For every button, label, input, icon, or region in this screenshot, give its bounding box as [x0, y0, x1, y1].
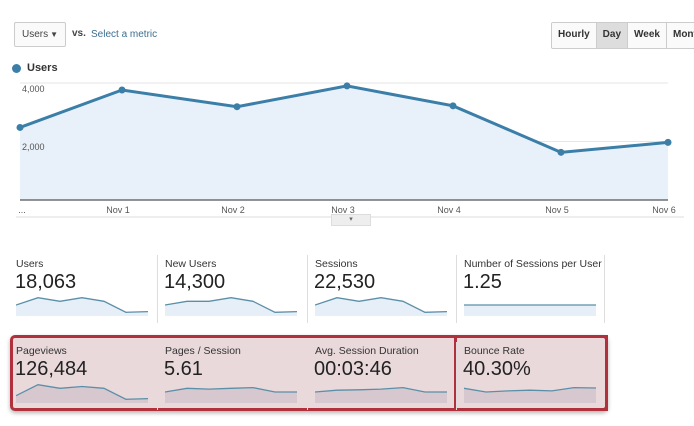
sparkline-line — [315, 297, 448, 313]
card-divider — [157, 255, 158, 323]
sparkline-area — [464, 305, 596, 316]
card-divider — [307, 255, 308, 323]
x-tick-label: ... — [18, 205, 26, 215]
legend-label: Users — [27, 62, 58, 74]
sparkline-line — [165, 386, 297, 393]
sparkline-line — [315, 386, 447, 393]
x-tick-label: Nov 5 — [545, 205, 569, 215]
card-divider — [604, 255, 605, 323]
scorecard-label: Pages / Session — [165, 345, 241, 357]
expand-chart-toggle[interactable]: ▾ — [331, 214, 371, 226]
chart-legend: Users — [12, 62, 58, 74]
sparkline-area — [165, 387, 297, 403]
scorecard-value: 18,063 — [15, 271, 77, 293]
data-point[interactable] — [343, 82, 351, 90]
x-tick-label: Nov 4 — [437, 205, 461, 215]
scorecard[interactable]: Avg. Session Duration 00:03:46 — [313, 345, 453, 415]
scorecard[interactable]: Bounce Rate 40.30% — [462, 345, 602, 415]
select-metric-link[interactable]: Select a metric — [91, 29, 158, 40]
sparkline-line — [464, 386, 597, 393]
scorecard[interactable]: New Users 14,300 — [163, 258, 303, 328]
users-chart — [16, 82, 684, 218]
scorecard[interactable]: Number of Sessions per User 1.25 — [462, 258, 602, 328]
scorecard-sparkline — [464, 386, 597, 403]
scorecard-label: Users — [16, 258, 44, 270]
week-button[interactable]: Week — [627, 23, 666, 48]
scorecard-value: 40.30% — [463, 358, 531, 380]
scorecard-value: 1.25 — [463, 271, 502, 293]
card-divider — [456, 255, 457, 323]
legend-dot-icon — [12, 63, 21, 73]
scorecard[interactable]: Sessions 22,530 — [313, 258, 453, 328]
data-point[interactable] — [233, 103, 241, 111]
scorecard[interactable]: Pages / Session 5.61 — [163, 345, 303, 415]
scorecard-sparkline — [16, 297, 149, 316]
scorecard-value: 00:03:46 — [314, 358, 392, 380]
x-tick-label: Nov 6 — [652, 205, 676, 215]
scorecard-value: 5.61 — [164, 358, 203, 380]
scorecard-sparkline — [16, 384, 149, 403]
data-point[interactable] — [449, 102, 457, 110]
x-tick-label: Nov 3 — [331, 205, 355, 215]
scorecard-label: Pageviews — [16, 345, 67, 357]
y-tick-label: 4,000 — [22, 84, 45, 94]
scorecard-label: Avg. Session Duration — [315, 345, 419, 357]
vs-label: vs. — [72, 28, 86, 39]
sparkline-area — [16, 384, 148, 403]
sparkline-area — [315, 297, 447, 316]
hourly-button[interactable]: Hourly — [552, 23, 596, 48]
chevron-down-icon: ▼ — [50, 30, 58, 39]
metric-dropdown-label: Users — [22, 29, 49, 40]
card-divider — [307, 342, 308, 410]
scorecard-sparkline — [464, 304, 596, 316]
scorecard[interactable]: Pageviews 126,484 — [14, 345, 154, 415]
sparkline-area — [165, 297, 297, 316]
data-point[interactable] — [664, 138, 672, 146]
scorecard-value: 22,530 — [314, 271, 376, 293]
data-point[interactable] — [557, 148, 565, 156]
sparkline-line — [16, 384, 149, 400]
granularity-buttons: Hourly Day Week Month — [551, 22, 694, 49]
scorecard-label: Number of Sessions per User — [464, 258, 602, 270]
y-tick-label: 2,000 — [22, 142, 45, 152]
scorecard-sparkline — [315, 386, 447, 403]
card-divider — [157, 342, 158, 410]
data-point[interactable] — [118, 86, 126, 94]
card-divider — [456, 342, 457, 410]
sparkline-line — [165, 297, 298, 313]
scorecard-value: 126,484 — [15, 358, 88, 380]
month-button[interactable]: Month — [665, 23, 694, 48]
bounce-rate-highlight-box — [454, 335, 608, 411]
data-point[interactable] — [16, 123, 24, 131]
scorecard-sparkline — [165, 386, 297, 403]
x-tick-label: Nov 1 — [106, 205, 130, 215]
metric-dropdown[interactable]: Users ▼ — [14, 22, 66, 47]
scorecard-value: 14,300 — [164, 271, 226, 293]
sparkline-area — [315, 387, 447, 403]
scorecard[interactable]: Users 18,063 — [14, 258, 154, 328]
scorecard-label: New Users — [165, 258, 217, 270]
day-button[interactable]: Day — [595, 23, 628, 48]
scorecard-label: Bounce Rate — [464, 345, 525, 357]
scorecard-sparkline — [315, 297, 448, 316]
x-tick-label: Nov 2 — [221, 205, 245, 215]
scorecard-label: Sessions — [315, 258, 358, 270]
scorecard-sparkline — [165, 297, 298, 316]
sparkline-line — [16, 297, 149, 313]
area-fill — [20, 85, 668, 200]
sparkline-area — [16, 297, 148, 316]
